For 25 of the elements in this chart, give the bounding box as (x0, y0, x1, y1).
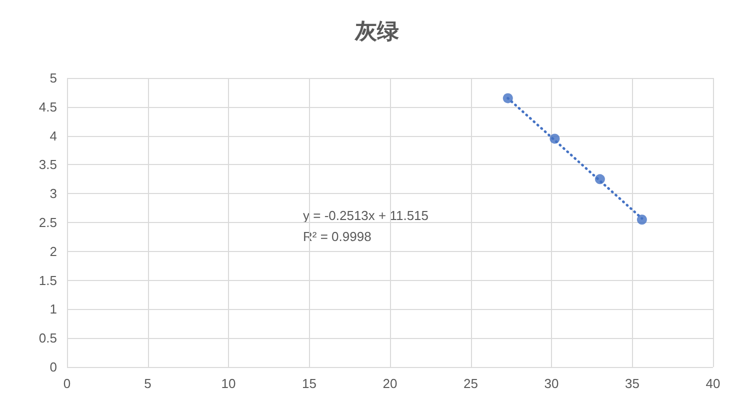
x-tick-label: 25 (464, 376, 478, 391)
point (594, 174, 605, 184)
x-tick-label: 5 (144, 376, 152, 391)
point (502, 93, 513, 104)
y-tick-label: 2.5 (38, 215, 57, 230)
y-tick-label: 3.5 (38, 157, 57, 172)
chart-title: 灰绿 (354, 20, 399, 44)
x-tick-label: 30 (544, 376, 559, 391)
x-tick-label: 10 (221, 376, 236, 391)
y-tick-label: 2 (50, 244, 57, 259)
x-tick-label: 35 (625, 376, 640, 391)
point (636, 214, 647, 225)
y-tick-label: 3 (50, 186, 57, 202)
y-tick-label: 1 (50, 302, 57, 317)
y-tick-label: 1.5 (38, 272, 57, 288)
point (550, 134, 560, 144)
y-tick-label: 4.5 (38, 99, 57, 114)
x-tick-label: 20 (382, 376, 398, 391)
x-tick-label: 15 (302, 376, 316, 391)
y-tick-label: 0 (50, 360, 57, 374)
y-tick-label: 4 (50, 128, 57, 144)
x-tick-label: 40 (706, 376, 720, 391)
y-tick-label: 5 (50, 70, 57, 86)
y-tick-label: 0.5 (38, 330, 57, 346)
x-tick-label: 0 (63, 376, 71, 391)
